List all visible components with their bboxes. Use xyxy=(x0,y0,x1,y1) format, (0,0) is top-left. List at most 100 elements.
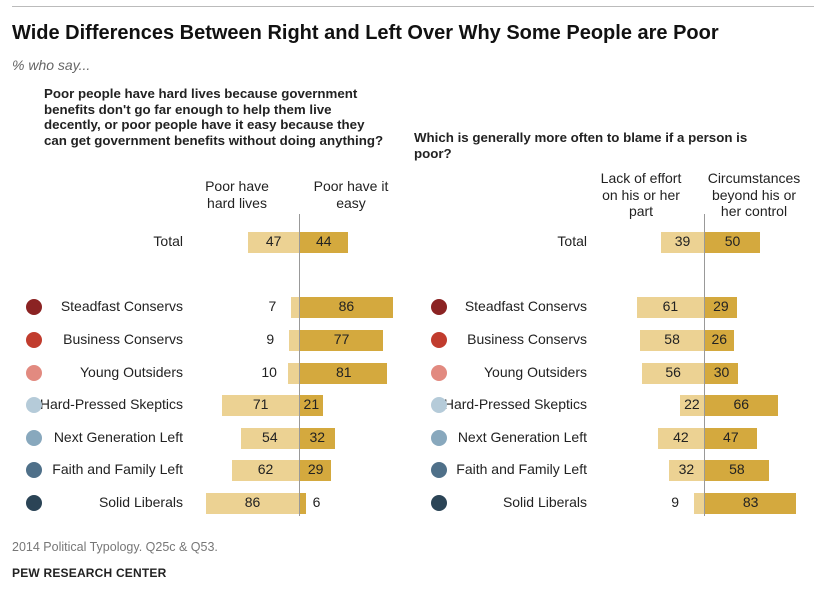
right-dot-steadfast-conservs xyxy=(431,299,447,315)
left-bar-pos-solid-liberals xyxy=(300,492,307,514)
right-bar-pos-hard-pressed-skeptics xyxy=(705,394,778,416)
right-dot-next-generation-left xyxy=(431,430,447,446)
right-value-neg-next-generation-left: 42 xyxy=(673,429,689,445)
header-circumstances: Circumstances beyond his or her control xyxy=(707,170,801,219)
left-category-label: Faith and Family Left xyxy=(52,461,183,477)
left-category-label: Business Conservs xyxy=(63,331,183,347)
left-category-label: Total xyxy=(153,233,183,249)
left-value-neg-solid-liberals: 86 xyxy=(244,494,261,510)
right-dot-business-conservs xyxy=(431,332,447,348)
left-category-label: Hard-Pressed Skeptics xyxy=(39,396,183,412)
right-dot-hard-pressed-skeptics xyxy=(431,397,447,413)
right-category-label: Steadfast Conservs xyxy=(464,298,587,314)
left-value-pos-next-generation-left: 32 xyxy=(309,429,326,445)
left-dot-solid-liberals xyxy=(26,495,42,511)
right-bar-pos-young-outsiders xyxy=(705,362,738,384)
left-value-neg-next-generation-left: 54 xyxy=(262,429,278,445)
left-bar-pos-steadfast-conservs xyxy=(300,296,393,318)
left-category-label: Next Generation Left xyxy=(53,429,183,445)
right-value-pos-total: 50 xyxy=(724,233,741,249)
left-bar-neg-young-outsiders xyxy=(288,362,299,384)
right-value-pos-young-outsiders: 30 xyxy=(713,364,730,380)
left-dot-young-outsiders xyxy=(26,365,42,381)
left-bar-pos-total xyxy=(300,231,348,253)
top-rule xyxy=(12,6,814,7)
right-dot-solid-liberals xyxy=(431,495,447,511)
left-category-label: Young Outsiders xyxy=(80,364,183,380)
header-poor-it-easy: Poor have it easy xyxy=(313,178,389,211)
left-category-label: Steadfast Conservs xyxy=(60,298,183,314)
right-bar-neg-young-outsiders xyxy=(642,362,704,384)
right-bar-pos-faith-and-family-left xyxy=(705,459,769,481)
left-value-neg-faith-and-family-left: 62 xyxy=(257,461,274,477)
left-value-neg-hard-pressed-skeptics: 71 xyxy=(252,396,269,412)
left-dot-faith-and-family-left xyxy=(26,462,42,478)
left-bar-neg-faith-and-family-left xyxy=(232,459,299,481)
left-value-pos-young-outsiders: 81 xyxy=(335,364,352,380)
header-lack-of-effort: Lack of effort on his or her part xyxy=(600,170,682,219)
left-bar-neg-business-conservs xyxy=(289,329,299,351)
right-bar-pos-next-generation-left xyxy=(705,427,757,449)
right-value-pos-hard-pressed-skeptics: 66 xyxy=(733,396,750,412)
right-bar-pos-business-conservs xyxy=(705,329,734,351)
left-dot-next-generation-left xyxy=(26,430,42,446)
left-value-neg-young-outsiders: 10 xyxy=(261,364,277,380)
left-category-label: Solid Liberals xyxy=(98,494,183,510)
left-bar-neg-total xyxy=(248,231,299,253)
left-value-pos-business-conservs: 77 xyxy=(333,331,350,347)
right-bar-neg-hard-pressed-skeptics xyxy=(679,394,704,416)
right-dot-young-outsiders xyxy=(431,365,447,381)
right-category-label: Young Outsiders xyxy=(484,364,587,380)
right-bar-neg-total xyxy=(661,231,704,253)
left-dot-business-conservs xyxy=(26,332,42,348)
left-value-neg-business-conservs: 9 xyxy=(266,331,275,347)
right-value-neg-business-conservs: 58 xyxy=(664,331,680,347)
left-bar-pos-faith-and-family-left xyxy=(300,459,332,481)
right-value-pos-business-conservs: 26 xyxy=(711,331,728,347)
left-bar-pos-hard-pressed-skeptics xyxy=(300,394,323,416)
left-dot-hard-pressed-skeptics xyxy=(26,397,42,413)
right-value-neg-solid-liberals: 9 xyxy=(671,494,679,510)
right-value-neg-total: 39 xyxy=(674,233,691,249)
right-value-neg-faith-and-family-left: 32 xyxy=(678,461,695,477)
left-bar-neg-next-generation-left xyxy=(240,427,299,449)
left-value-pos-steadfast-conservs: 86 xyxy=(338,298,355,314)
left-dot-steadfast-conservs xyxy=(26,299,42,315)
right-value-pos-faith-and-family-left: 58 xyxy=(729,461,745,477)
header-poor-hard-lives: Poor have hard lives xyxy=(205,178,269,211)
right-value-pos-next-generation-left: 47 xyxy=(723,429,739,445)
left-bar-pos-business-conservs xyxy=(300,329,384,351)
left-question: Poor people have hard lives because gove… xyxy=(44,86,384,148)
right-category-label: Total xyxy=(557,233,587,249)
right-category-label: Faith and Family Left xyxy=(456,461,587,477)
chart-subtitle: % who say... xyxy=(12,57,91,73)
right-value-neg-hard-pressed-skeptics: 22 xyxy=(684,396,700,412)
right-dot-faith-and-family-left xyxy=(431,462,447,478)
right-value-neg-steadfast-conservs: 61 xyxy=(662,298,679,314)
right-bar-neg-solid-liberals xyxy=(694,492,704,514)
right-value-neg-young-outsiders: 56 xyxy=(665,364,681,380)
source: PEW RESEARCH CENTER xyxy=(12,566,167,580)
right-axis-line xyxy=(704,214,705,516)
right-category-label: Business Conservs xyxy=(467,331,587,347)
left-value-neg-total: 47 xyxy=(265,233,282,249)
left-value-pos-solid-liberals: 6 xyxy=(312,494,321,510)
chart-title: Wide Differences Between Right and Left … xyxy=(12,22,719,44)
right-category-label: Solid Liberals xyxy=(502,494,587,510)
right-bar-pos-total xyxy=(705,231,760,253)
left-bar-pos-young-outsiders xyxy=(300,362,388,384)
left-bar-neg-steadfast-conservs xyxy=(291,296,299,318)
left-value-pos-faith-and-family-left: 29 xyxy=(307,461,324,477)
left-value-pos-hard-pressed-skeptics: 21 xyxy=(303,396,320,412)
left-bar-neg-hard-pressed-skeptics xyxy=(222,394,299,416)
left-bar-neg-solid-liberals xyxy=(206,492,299,514)
left-bar-pos-next-generation-left xyxy=(300,427,335,449)
right-bar-pos-solid-liberals xyxy=(705,492,797,514)
right-bar-neg-steadfast-conservs xyxy=(636,296,704,318)
right-value-pos-steadfast-conservs: 29 xyxy=(713,298,729,314)
right-bar-neg-business-conservs xyxy=(640,329,704,351)
right-category-label: Next Generation Left xyxy=(457,429,587,445)
left-axis-line xyxy=(299,214,300,516)
right-value-pos-solid-liberals: 83 xyxy=(742,494,759,510)
right-bar-pos-steadfast-conservs xyxy=(705,296,737,318)
